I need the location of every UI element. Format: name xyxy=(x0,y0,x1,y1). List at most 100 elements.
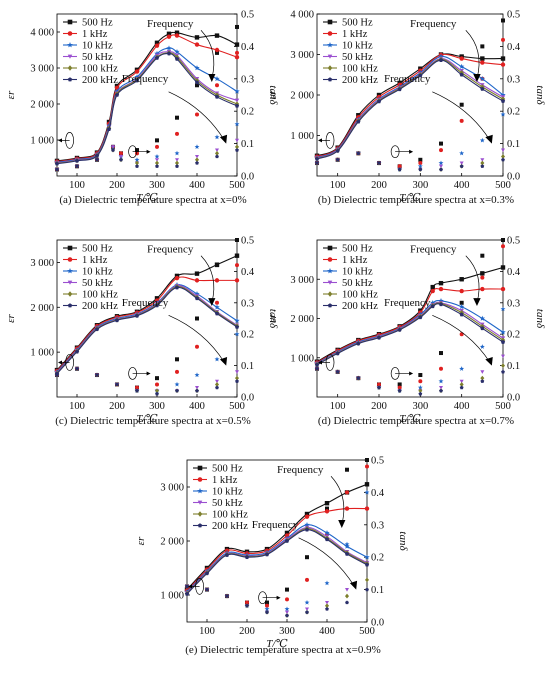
permittivity-point xyxy=(224,552,230,557)
frequency-annotation: Frequency xyxy=(384,297,431,309)
legend-label: 100 kHz xyxy=(82,290,118,301)
legend-marker xyxy=(327,19,333,25)
loss-tangent-point xyxy=(501,157,505,162)
permittivity-point xyxy=(430,299,436,306)
legend-marker xyxy=(327,257,333,262)
permittivity-point xyxy=(184,591,190,596)
y2-tick-label: 0.1 xyxy=(241,139,254,150)
permittivity-point xyxy=(364,506,370,511)
permittivity-point xyxy=(114,318,120,323)
loss-tangent-point xyxy=(438,378,444,384)
loss-tangent-point xyxy=(501,154,505,159)
permittivity-point xyxy=(194,42,200,47)
loss-tangent-point xyxy=(155,391,159,396)
permittivity-point xyxy=(154,43,160,48)
loss-tangent-point xyxy=(135,164,139,168)
permittivity-point xyxy=(214,47,220,53)
permittivity-point xyxy=(418,73,423,78)
loss-tangent-point xyxy=(418,379,423,384)
loss-tangent-point xyxy=(439,164,443,169)
loss-tangent-point xyxy=(365,577,369,583)
permittivity-point xyxy=(134,69,140,74)
loss-tangent-point xyxy=(356,151,361,155)
loss-tangent-point xyxy=(155,144,159,149)
legend-marker xyxy=(67,257,73,262)
permittivity-point xyxy=(134,313,140,318)
frequency-arrow xyxy=(432,91,491,141)
loss-tangent-point xyxy=(135,160,139,166)
loss-tangent-point xyxy=(175,357,179,362)
loss-tangent-point xyxy=(195,385,199,390)
x-axis-label: T/℃ xyxy=(136,192,158,204)
permittivity-point xyxy=(480,60,485,65)
permittivity-point xyxy=(194,35,200,40)
permittivity-point xyxy=(304,511,310,517)
loss-tangent-point xyxy=(195,161,199,165)
permittivity-line xyxy=(316,302,504,365)
loss-tangent-point xyxy=(284,606,290,612)
loss-tangent-point xyxy=(235,144,239,150)
arrow-head xyxy=(485,134,493,144)
permittivity-point xyxy=(234,88,240,94)
permittivity-point xyxy=(264,552,270,557)
legend-label: 100 kHz xyxy=(342,290,378,301)
legend-marker xyxy=(67,77,73,82)
permittivity-point xyxy=(174,48,180,55)
loss-tangent-point xyxy=(245,600,249,605)
permittivity-point xyxy=(480,56,485,61)
legend-label: 1 kHz xyxy=(342,255,368,266)
legend-label: 50 kHz xyxy=(82,278,113,289)
chart-panel-b: 100 200 300 400 500 1 000 2 000 3 000 4 000 0.0 0.… xyxy=(267,10,546,207)
loss-tangent-point xyxy=(459,164,464,168)
loss-tangent-point xyxy=(335,157,340,162)
loss-tangent-point xyxy=(501,244,505,249)
permittivity-point xyxy=(438,286,444,292)
loss-tangent-point xyxy=(397,388,402,393)
loss-tangent-point xyxy=(75,164,79,168)
arrow-head xyxy=(338,519,346,529)
x-tick-label: 500 xyxy=(359,626,375,637)
x-tick-label: 500 xyxy=(495,180,511,191)
loss-tangent-point xyxy=(264,606,270,612)
x-tick-label: 500 xyxy=(495,401,511,412)
loss-tangent-point xyxy=(501,37,505,42)
permittivity-line xyxy=(186,507,368,592)
permittivity-line xyxy=(56,284,238,373)
permittivity-point xyxy=(459,312,464,317)
x-tick-label: 200 xyxy=(239,626,255,637)
y2-tick-label: 0.0 xyxy=(507,172,520,183)
loss-tangent-point xyxy=(500,306,506,312)
loss-tangent-point xyxy=(439,167,443,172)
loss-tangent-point xyxy=(215,300,219,305)
loss-tangent-point xyxy=(365,464,369,469)
y2-tick-label: 0.0 xyxy=(507,393,520,404)
y2-tick-label: 0.4 xyxy=(507,267,521,278)
loss-tangent-point xyxy=(480,275,485,280)
loss-tangent-point xyxy=(501,18,505,23)
permittivity-point xyxy=(154,50,160,56)
loss-tangent-point xyxy=(215,385,219,390)
loss-tangent-point xyxy=(174,381,180,387)
loss-tangent-point xyxy=(234,121,240,127)
loss-tangent-point xyxy=(459,379,464,384)
y2-tick-label: 0.4 xyxy=(241,267,255,278)
permittivity-point xyxy=(480,326,485,331)
permittivity-point xyxy=(418,315,423,320)
arrow-head xyxy=(219,134,228,144)
loss-tangent-point xyxy=(417,163,423,169)
loss-tangent-point xyxy=(356,376,361,380)
loss-tangent-point xyxy=(377,382,381,387)
loss-tangent-point xyxy=(195,83,199,88)
y2-tick-label: 0.4 xyxy=(507,42,521,53)
loss-tangent-point xyxy=(397,164,402,169)
loss-tangent-point xyxy=(235,379,239,383)
permittivity-line xyxy=(316,53,504,158)
permittivity-point xyxy=(174,33,180,38)
loss-tangent-point xyxy=(214,134,220,140)
loss-tangent-point xyxy=(417,384,423,390)
frequency-arrow xyxy=(465,255,480,303)
loss-tangent-point xyxy=(439,388,443,393)
loss-tangent-point xyxy=(397,382,402,387)
